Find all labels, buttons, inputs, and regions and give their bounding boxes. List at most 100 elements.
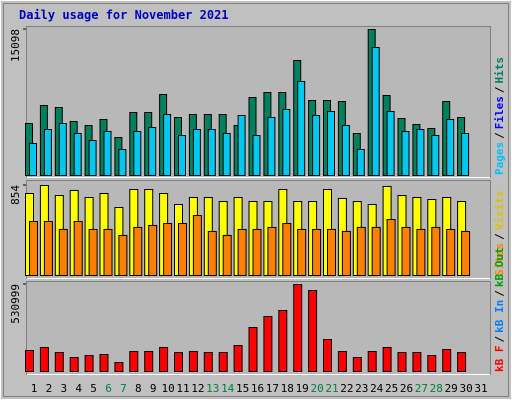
bar <box>371 226 381 276</box>
bar <box>297 80 306 176</box>
bar <box>192 215 202 276</box>
legend: Sites / Visits <box>493 191 506 277</box>
bar <box>237 114 246 176</box>
bar <box>461 230 471 276</box>
x-tick-label: 21 <box>325 382 338 395</box>
bar <box>133 131 142 176</box>
bar <box>356 148 365 176</box>
x-tick-label: 13 <box>206 382 219 395</box>
bar <box>401 226 411 276</box>
y-tick-label: 15098 <box>9 29 22 62</box>
bar <box>308 290 318 372</box>
x-tick-label: 16 <box>251 382 264 395</box>
x-tick-label: 9 <box>150 382 157 395</box>
bar <box>341 125 350 177</box>
bar <box>88 140 97 176</box>
legend-entry: Files <box>493 96 506 129</box>
bar <box>188 351 198 373</box>
legend-entry: kB In <box>493 300 506 333</box>
bar <box>252 135 261 177</box>
bar <box>99 354 109 373</box>
bar <box>133 226 143 276</box>
bar <box>323 339 332 373</box>
x-tick-label: 12 <box>191 382 204 395</box>
legend-entry: kB F <box>493 346 506 373</box>
bar <box>397 352 407 373</box>
x-tick-label: 4 <box>75 382 82 395</box>
bar <box>118 148 127 176</box>
bar <box>43 128 52 176</box>
bar <box>282 223 292 276</box>
bar <box>58 123 67 176</box>
x-tick-label: 23 <box>355 382 368 395</box>
y-tick-label: 854 <box>9 185 22 205</box>
x-tick-label: 29 <box>445 382 458 395</box>
bar <box>43 221 53 277</box>
bar <box>88 228 98 276</box>
bar <box>222 234 232 276</box>
bar <box>382 347 392 372</box>
bar <box>352 357 362 373</box>
x-tick-label: 10 <box>161 382 174 395</box>
bar <box>144 351 154 373</box>
legend-entry: Pages <box>493 142 506 175</box>
bar <box>312 228 322 276</box>
x-tick-label: 31 <box>474 382 487 395</box>
bar <box>39 347 49 372</box>
bar <box>267 226 277 276</box>
bar <box>73 221 83 277</box>
bar <box>312 114 321 176</box>
bar <box>148 224 158 276</box>
bar <box>163 114 172 176</box>
bar <box>207 230 217 276</box>
bar <box>163 223 173 276</box>
legend-separator: / <box>493 233 506 240</box>
x-tick-label: 28 <box>430 382 443 395</box>
x-tick-label: 2 <box>46 382 53 395</box>
legend-entry: Visits <box>493 191 506 231</box>
frame-inner <box>3 3 509 397</box>
bar <box>178 135 186 177</box>
x-tick-label: 18 <box>281 382 294 395</box>
x-tick-label: 15 <box>236 382 249 395</box>
bar <box>327 111 335 176</box>
bar <box>114 362 124 372</box>
bar <box>233 345 243 372</box>
bar <box>174 352 183 373</box>
bar <box>356 226 366 276</box>
x-tick-label: 27 <box>415 382 428 395</box>
legend-entry: Sites <box>493 243 506 276</box>
x-tick-label: 5 <box>90 382 97 395</box>
bar <box>103 131 112 176</box>
bar <box>29 221 38 277</box>
legend: Pages / Files / Hits <box>493 57 506 175</box>
x-tick-label: 8 <box>135 382 142 395</box>
bar <box>442 349 452 373</box>
x-tick-label: 6 <box>105 382 112 395</box>
chart-title: Daily usage for November 2021 <box>19 8 229 22</box>
bar <box>278 310 288 372</box>
legend-entry: Hits <box>493 57 506 84</box>
x-tick-label: 7 <box>120 382 127 395</box>
bar <box>84 355 94 373</box>
bar <box>54 352 64 373</box>
bar <box>218 352 228 373</box>
bar <box>129 351 139 373</box>
bar <box>178 223 187 276</box>
bar <box>293 284 303 372</box>
legend: kB F / kB In / kB Out <box>493 247 506 372</box>
x-tick-label: 25 <box>385 382 398 395</box>
legend-separator: / <box>493 132 506 139</box>
bar <box>341 230 351 276</box>
bar <box>327 228 336 276</box>
bar <box>248 327 258 372</box>
legend-separator: / <box>493 336 506 343</box>
bar <box>446 228 456 276</box>
bar <box>222 133 231 176</box>
legend-separator: / <box>493 290 506 297</box>
x-tick-label: 17 <box>266 382 279 395</box>
x-tick-label: 1 <box>31 382 38 395</box>
x-tick-label: 19 <box>296 382 309 395</box>
bar <box>412 352 422 373</box>
